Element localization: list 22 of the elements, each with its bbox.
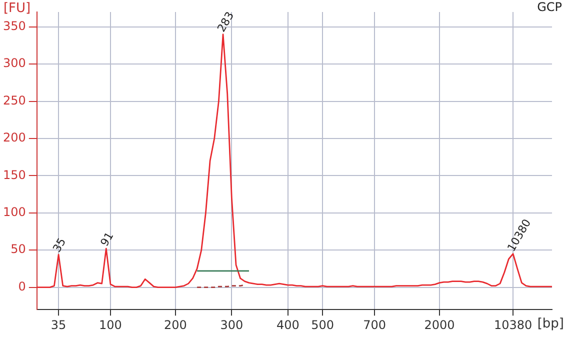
y-tick-label: 150 [3, 168, 26, 182]
annotation: 35 [50, 236, 69, 254]
x-axis-title: [bp] [537, 316, 564, 332]
x-tick-label: 100 [99, 318, 122, 332]
x-tick-label: 35 [50, 318, 66, 332]
x-tick-label: 700 [363, 318, 386, 332]
y-tick-label: 100 [3, 205, 26, 220]
y-tick-label: 0 [18, 279, 26, 294]
y-tick-label: 350 [3, 19, 26, 34]
x-tick-label: 10380 [494, 318, 532, 332]
x-tick-label: 500 [311, 318, 334, 332]
annotation: 91 [98, 230, 116, 249]
annotation: GCP [537, 0, 562, 14]
x-tick-label: 2000 [424, 318, 455, 332]
y-axis-title: [FU] [3, 0, 31, 16]
x-tick-label: 200 [164, 318, 187, 332]
y-tick-label: 200 [3, 130, 26, 145]
y-tick-label: 250 [3, 93, 26, 108]
x-tick-label: 300 [220, 318, 244, 332]
x-tick-label: 400 [276, 318, 300, 332]
y-tick-label: 50 [10, 242, 26, 256]
y-tick-label: 300 [3, 56, 26, 70]
